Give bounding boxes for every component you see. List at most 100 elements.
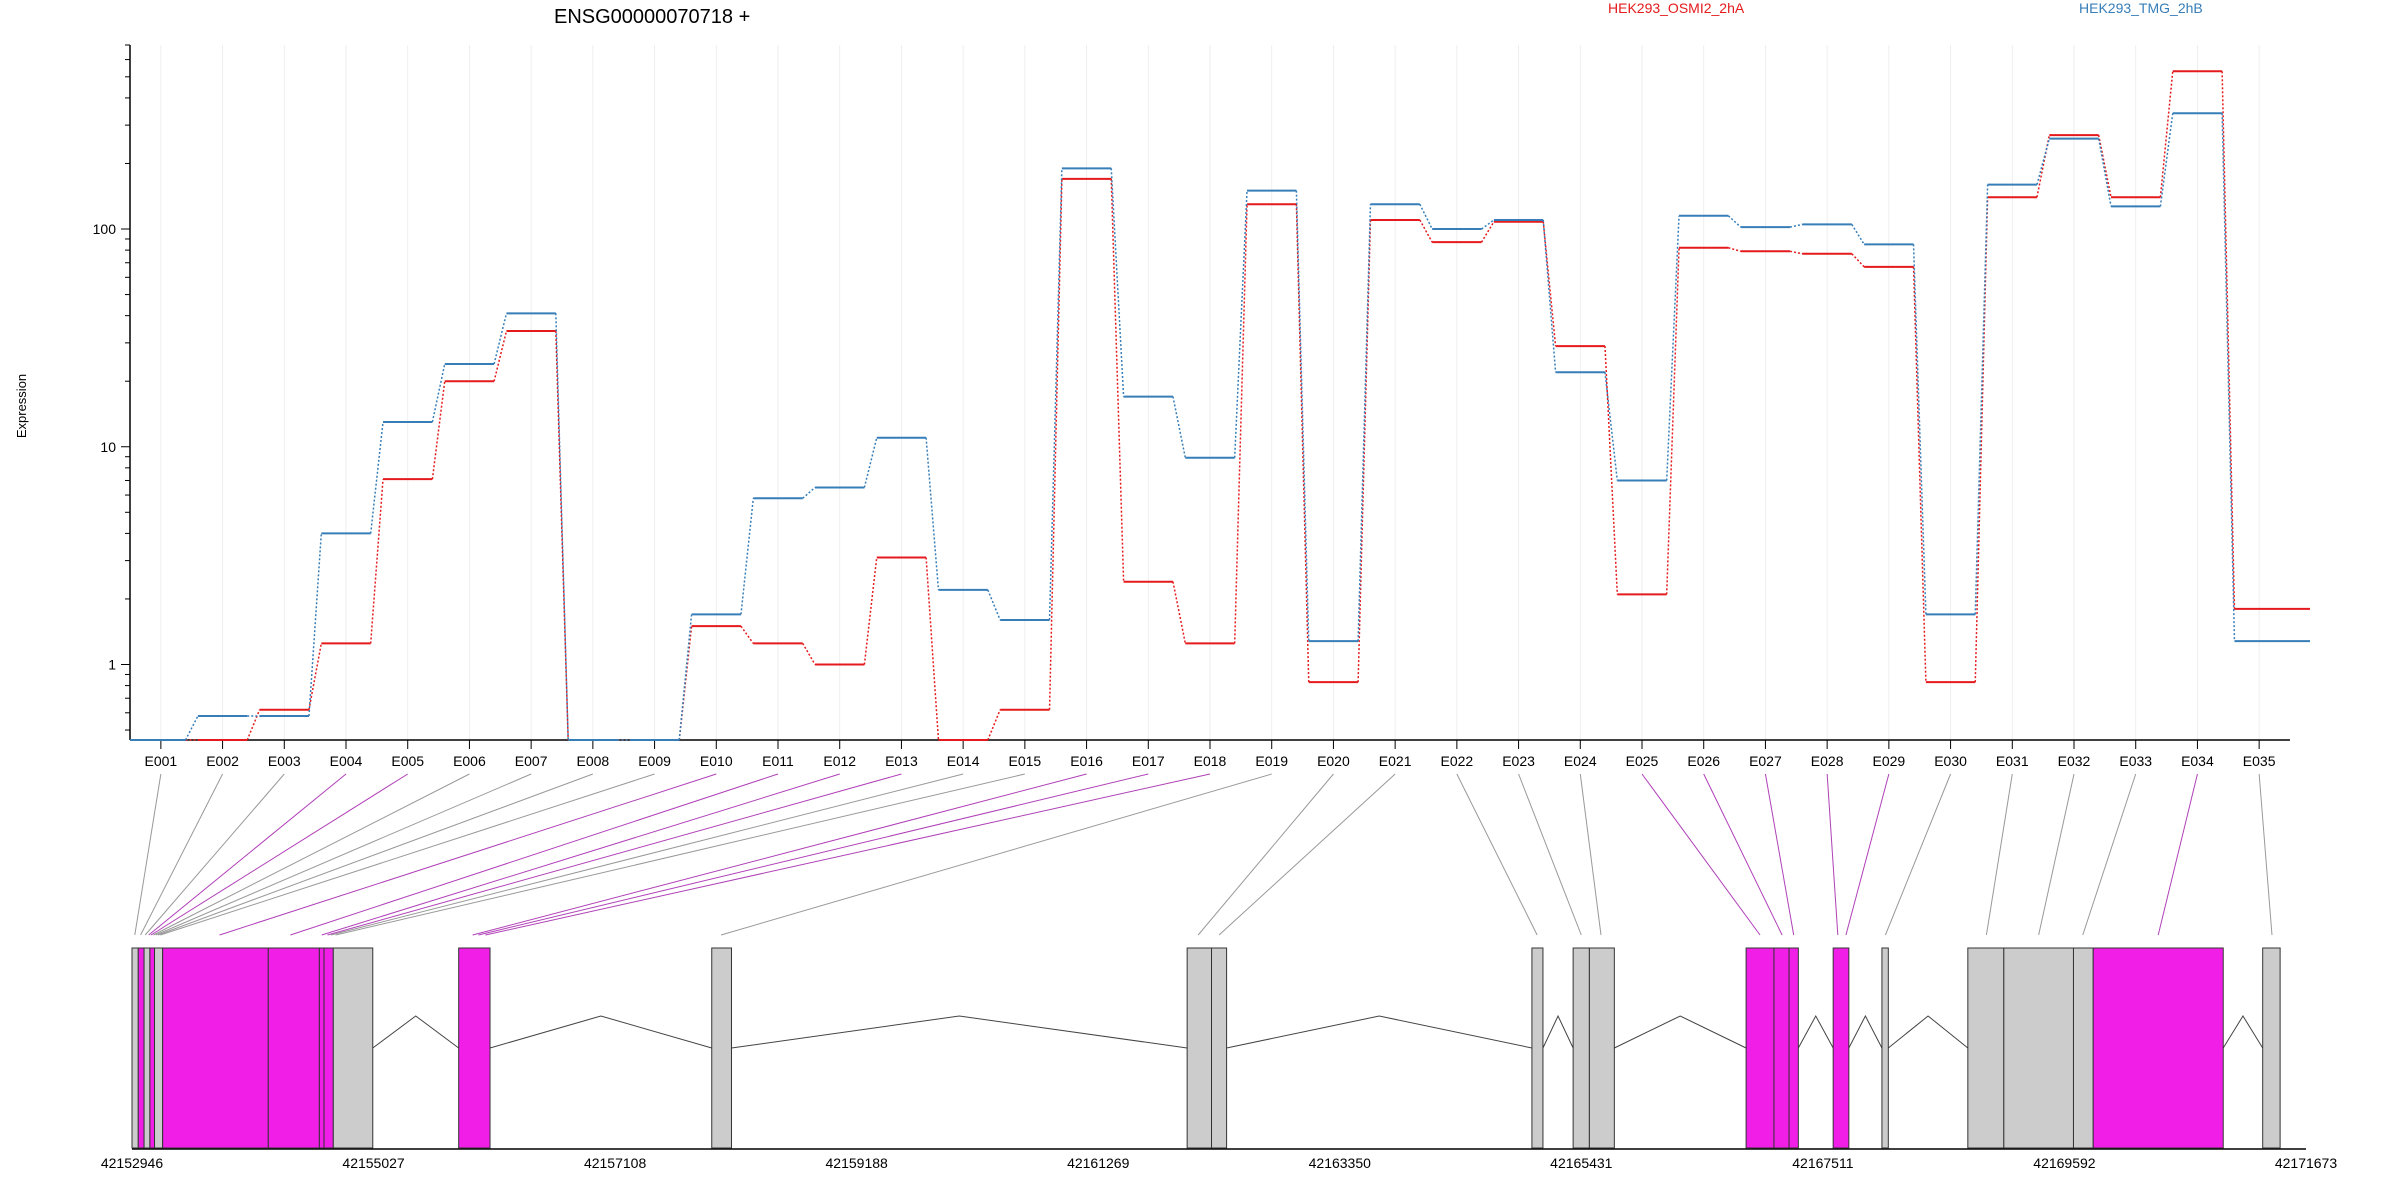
x-tick-label: E014 bbox=[947, 753, 980, 769]
exon-block bbox=[2003, 947, 2074, 1149]
exon-connector-line bbox=[1579, 773, 1602, 936]
x-tick-label: E033 bbox=[2119, 753, 2152, 769]
y-axis-label: Expression bbox=[14, 374, 29, 438]
intron-line bbox=[1614, 1015, 1747, 1049]
exon-connector-line bbox=[144, 773, 285, 936]
genome-tick-label: 42159188 bbox=[826, 1155, 889, 1171]
data-connector bbox=[1851, 224, 1865, 245]
x-tick-label: E020 bbox=[1317, 753, 1350, 769]
exon-block bbox=[143, 947, 151, 1149]
exon-connector-line bbox=[2038, 773, 2075, 936]
series-lines bbox=[130, 70, 2310, 741]
exon-connector-line bbox=[1518, 773, 1582, 936]
data-connector bbox=[1110, 178, 1125, 582]
exon-connector-line bbox=[472, 773, 1087, 936]
data-connector bbox=[863, 557, 878, 665]
exon-connector-line bbox=[1764, 773, 1795, 936]
exon-connector-line bbox=[1845, 773, 1890, 936]
intron-line bbox=[1797, 1014, 1834, 1049]
data-connector bbox=[678, 614, 693, 741]
data-connector bbox=[1481, 219, 1495, 230]
data-connector bbox=[1728, 247, 1741, 253]
exon-connector-line bbox=[290, 773, 779, 936]
data-connector bbox=[1295, 190, 1310, 642]
x-tick-label: E031 bbox=[1996, 753, 2029, 769]
data-connector bbox=[740, 625, 754, 644]
genome-tick-label: 42157108 bbox=[584, 1155, 647, 1171]
data-connector bbox=[1048, 168, 1063, 621]
data-connector bbox=[2097, 138, 2112, 207]
x-tick-label: E008 bbox=[577, 753, 610, 769]
exon-connector-line bbox=[1985, 773, 2013, 936]
exon-connector-line bbox=[1641, 773, 1761, 936]
x-tick-label: E002 bbox=[206, 753, 239, 769]
x-tick-label: E005 bbox=[391, 753, 424, 769]
intron-line bbox=[1887, 1015, 1969, 1049]
data-connector bbox=[1172, 396, 1187, 458]
exon-block bbox=[154, 947, 164, 1149]
data-connector bbox=[2097, 134, 2112, 198]
exon-connector-line bbox=[1826, 773, 1839, 936]
data-connector bbox=[1974, 184, 1989, 615]
exon-block-highlighted bbox=[137, 947, 145, 1149]
exon-connector-line bbox=[321, 773, 840, 936]
exon-block-highlighted bbox=[1745, 947, 1775, 1149]
exon-connector-line bbox=[1703, 773, 1783, 936]
intron-line bbox=[1226, 1015, 1533, 1049]
data-connector bbox=[2221, 71, 2236, 609]
data-connector bbox=[925, 437, 940, 590]
exon-connector-line bbox=[335, 773, 1025, 936]
data-connector bbox=[1851, 253, 1865, 268]
x-tick-label: E026 bbox=[1687, 753, 1720, 769]
series-1 bbox=[130, 70, 2310, 741]
exon-connector-line bbox=[720, 773, 1272, 936]
data-connector bbox=[1665, 215, 1680, 481]
x-tick-label: E001 bbox=[145, 753, 178, 769]
data-connector bbox=[1912, 244, 1927, 615]
data-connector bbox=[1665, 247, 1680, 595]
intron-line bbox=[2222, 1015, 2264, 1049]
x-tick-label: E035 bbox=[2243, 753, 2276, 769]
exon-block bbox=[2262, 947, 2281, 1149]
exon-block-highlighted bbox=[162, 947, 269, 1149]
genome-tick-label: 42152946 bbox=[101, 1155, 164, 1171]
chart-title: ENSG00000070718 + bbox=[554, 6, 750, 28]
data-connector bbox=[1419, 219, 1433, 243]
intron-line bbox=[489, 1015, 712, 1049]
data-connector bbox=[308, 533, 323, 717]
exon-block bbox=[711, 947, 732, 1149]
data-connector bbox=[987, 709, 1001, 741]
x-tick-label: E032 bbox=[2058, 753, 2091, 769]
data-connector bbox=[1789, 223, 1803, 228]
genome-tick-label: 42161269 bbox=[1067, 1155, 1130, 1171]
data-connector bbox=[1912, 266, 1927, 683]
exon-connector-line bbox=[327, 773, 902, 936]
exon-block bbox=[131, 947, 139, 1149]
x-tick-label: E025 bbox=[1626, 753, 1659, 769]
data-connector bbox=[925, 557, 940, 741]
data-connector bbox=[1233, 190, 1248, 458]
gene-model: 42152946 42155027 42157108 42159188 42161269… bbox=[101, 947, 2338, 1171]
exon-connector-line bbox=[2157, 773, 2198, 936]
x-tick-label: E034 bbox=[2181, 753, 2214, 769]
exon-connector-line bbox=[330, 773, 964, 936]
exon-connector-line bbox=[2082, 773, 2137, 936]
exon-block bbox=[1572, 947, 1590, 1149]
exon-block bbox=[332, 947, 374, 1149]
data-connector bbox=[1357, 219, 1372, 683]
data-connector bbox=[1542, 219, 1557, 373]
legend-series-2: HEK293_TMG_2hB bbox=[2079, 0, 2203, 16]
x-tick-label: E010 bbox=[700, 753, 733, 769]
y-tick-label: 100 bbox=[93, 221, 117, 237]
genome-tick-label: 42171673 bbox=[2275, 1155, 2338, 1171]
data-connector bbox=[1604, 372, 1619, 481]
exon-block bbox=[1967, 947, 2005, 1149]
x-tick-label: E030 bbox=[1934, 753, 1967, 769]
data-connector bbox=[2159, 113, 2174, 207]
exon-connector-line bbox=[1197, 773, 1334, 936]
data-connector bbox=[1419, 203, 1433, 230]
exon-block-highlighted bbox=[2092, 947, 2224, 1149]
exon-block-highlighted bbox=[458, 947, 491, 1149]
data-connector bbox=[863, 437, 878, 488]
